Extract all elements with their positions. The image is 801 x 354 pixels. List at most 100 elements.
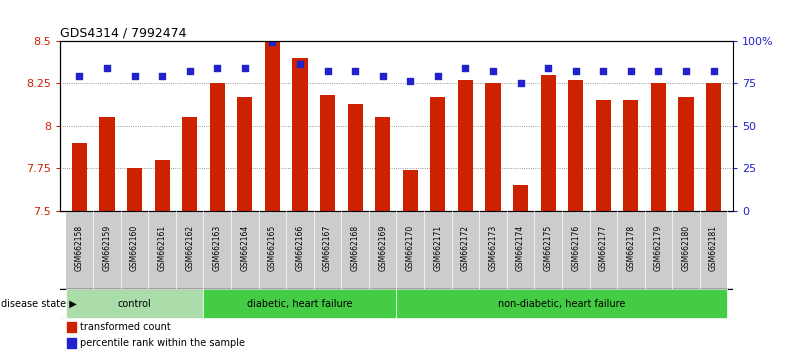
Text: GSM662171: GSM662171 xyxy=(433,225,442,271)
Bar xyxy=(176,211,203,289)
Point xyxy=(239,65,252,71)
Bar xyxy=(403,170,418,211)
Text: GSM662174: GSM662174 xyxy=(516,225,525,271)
Bar xyxy=(182,117,197,211)
Bar xyxy=(596,100,611,211)
Text: GSM662173: GSM662173 xyxy=(489,225,497,271)
Text: control: control xyxy=(118,298,151,309)
Bar xyxy=(424,211,452,289)
Text: GSM662178: GSM662178 xyxy=(626,225,635,271)
Point xyxy=(486,68,499,74)
Text: GSM662180: GSM662180 xyxy=(682,225,690,271)
Point xyxy=(73,74,86,79)
Point xyxy=(128,74,141,79)
Bar xyxy=(320,95,335,211)
Point xyxy=(652,68,665,74)
Text: GDS4314 / 7992474: GDS4314 / 7992474 xyxy=(60,27,187,40)
Bar xyxy=(706,83,721,211)
Point xyxy=(294,62,307,67)
Text: GSM662164: GSM662164 xyxy=(240,225,249,271)
Bar xyxy=(369,211,396,289)
Point xyxy=(570,68,582,74)
Bar xyxy=(678,97,694,211)
Bar xyxy=(396,289,727,318)
Point xyxy=(432,74,445,79)
Point xyxy=(514,80,527,86)
Text: GSM662162: GSM662162 xyxy=(185,225,194,271)
Bar xyxy=(341,211,369,289)
Text: GSM662160: GSM662160 xyxy=(130,225,139,271)
Point xyxy=(459,65,472,71)
Point xyxy=(266,40,279,45)
Text: GSM662161: GSM662161 xyxy=(158,225,167,271)
Text: percentile rank within the sample: percentile rank within the sample xyxy=(80,338,245,348)
Bar xyxy=(513,185,528,211)
Bar xyxy=(485,83,501,211)
Point xyxy=(348,68,361,74)
Bar xyxy=(286,211,314,289)
Bar xyxy=(700,211,727,289)
Bar xyxy=(292,58,308,211)
Text: GSM662163: GSM662163 xyxy=(213,225,222,271)
Text: GSM662169: GSM662169 xyxy=(378,225,387,271)
Point xyxy=(541,65,554,71)
Text: GSM662176: GSM662176 xyxy=(571,225,580,271)
Bar xyxy=(672,211,700,289)
Bar xyxy=(396,211,424,289)
Bar xyxy=(507,211,534,289)
Bar xyxy=(66,338,75,348)
Bar xyxy=(121,211,148,289)
Bar xyxy=(375,117,390,211)
Text: GSM662179: GSM662179 xyxy=(654,225,663,271)
Bar xyxy=(541,75,556,211)
Point xyxy=(679,68,692,74)
Point xyxy=(376,74,389,79)
Text: GSM662177: GSM662177 xyxy=(599,225,608,271)
Bar xyxy=(623,100,638,211)
Bar xyxy=(66,211,93,289)
Point xyxy=(155,74,168,79)
Bar xyxy=(534,211,562,289)
Bar xyxy=(458,80,473,211)
Bar xyxy=(568,80,583,211)
Text: GSM662170: GSM662170 xyxy=(406,225,415,271)
Text: GSM662175: GSM662175 xyxy=(544,225,553,271)
Text: GSM662181: GSM662181 xyxy=(709,225,718,271)
Text: GSM662165: GSM662165 xyxy=(268,225,277,271)
Bar xyxy=(99,117,115,211)
Bar xyxy=(562,211,590,289)
Bar xyxy=(237,97,252,211)
Point xyxy=(183,68,196,74)
Bar xyxy=(348,104,363,211)
Text: diabetic, heart failure: diabetic, heart failure xyxy=(248,298,352,309)
Point xyxy=(707,68,720,74)
Bar xyxy=(148,211,176,289)
Bar xyxy=(590,211,617,289)
Text: GSM662168: GSM662168 xyxy=(351,225,360,271)
Point xyxy=(404,79,417,84)
Text: non-diabetic, heart failure: non-diabetic, heart failure xyxy=(498,298,626,309)
Point xyxy=(597,68,610,74)
Text: GSM662167: GSM662167 xyxy=(323,225,332,271)
Bar xyxy=(617,211,645,289)
Text: GSM662172: GSM662172 xyxy=(461,225,470,271)
Bar xyxy=(203,211,231,289)
Bar xyxy=(66,322,75,332)
Bar xyxy=(479,211,507,289)
Bar xyxy=(72,143,87,211)
Text: transformed count: transformed count xyxy=(80,322,171,332)
Text: GSM662166: GSM662166 xyxy=(296,225,304,271)
Bar xyxy=(265,42,280,211)
Bar xyxy=(203,289,396,318)
Bar xyxy=(93,211,121,289)
Point xyxy=(211,65,223,71)
Bar xyxy=(452,211,479,289)
Bar xyxy=(66,289,203,318)
Text: disease state ▶: disease state ▶ xyxy=(1,298,77,309)
Point xyxy=(101,65,114,71)
Bar xyxy=(430,97,445,211)
Point xyxy=(625,68,638,74)
Bar xyxy=(127,168,142,211)
Bar xyxy=(231,211,259,289)
Point xyxy=(321,68,334,74)
